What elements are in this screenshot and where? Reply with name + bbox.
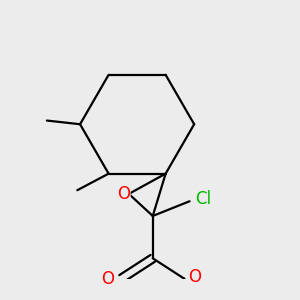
Text: O: O <box>117 185 130 203</box>
Text: O: O <box>188 268 201 286</box>
Text: Cl: Cl <box>195 190 211 208</box>
Text: O: O <box>101 269 114 287</box>
